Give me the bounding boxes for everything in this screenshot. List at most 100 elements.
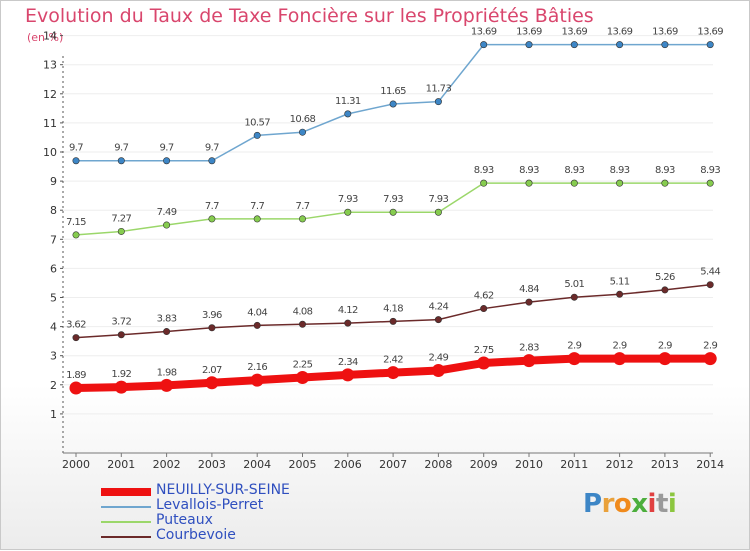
data-point <box>703 352 717 366</box>
data-point <box>208 157 216 165</box>
chart-subtitle: (en %) <box>27 31 64 44</box>
logo-letter: t <box>655 489 668 519</box>
data-label: 4.84 <box>519 284 539 295</box>
x-tick-label: 2003 <box>198 458 226 471</box>
data-point <box>661 286 669 294</box>
y-tick-label: 8 <box>50 204 57 217</box>
data-point <box>431 364 445 378</box>
y-tick-label: 12 <box>43 88 57 101</box>
data-point <box>72 157 80 165</box>
data-point <box>434 208 442 216</box>
data-label: 2.25 <box>293 360 313 371</box>
logo-letter: o <box>613 489 632 519</box>
x-tick-label: 2013 <box>651 458 679 471</box>
x-tick-label: 2010 <box>515 458 543 471</box>
data-point <box>661 179 669 187</box>
data-label: 3.62 <box>66 320 86 331</box>
data-label: 8.93 <box>474 165 494 176</box>
data-point <box>480 305 488 313</box>
data-point <box>117 331 125 339</box>
data-label: 7.93 <box>383 194 403 205</box>
data-label: 13.69 <box>652 27 678 38</box>
data-label: 13.69 <box>471 27 497 38</box>
data-label: 9.7 <box>160 143 174 154</box>
data-point <box>69 381 83 395</box>
data-label: 7.7 <box>250 201 264 212</box>
legend-label: Courbevoie <box>156 527 236 543</box>
x-tick-label: 2014 <box>696 458 724 471</box>
legend-swatch <box>101 487 151 496</box>
logo-letter: i <box>667 489 677 519</box>
legend-label: NEUILLY-SUR-SEINE <box>156 482 290 498</box>
data-label: 2.9 <box>703 341 717 352</box>
data-point <box>616 290 624 298</box>
data-point <box>434 98 442 106</box>
data-label: 7.93 <box>428 194 448 205</box>
legend-swatch <box>101 505 151 508</box>
data-label: 3.96 <box>202 310 222 321</box>
data-point <box>389 100 397 108</box>
x-tick-label: 2008 <box>424 458 452 471</box>
data-label: 4.18 <box>383 303 403 314</box>
data-point <box>386 366 400 380</box>
y-tick-label: 2 <box>50 379 57 392</box>
data-label: 2.42 <box>383 355 403 366</box>
x-tick-label: 2012 <box>606 458 634 471</box>
data-point <box>525 179 533 187</box>
data-point <box>389 317 397 325</box>
data-label: 7.49 <box>157 207 177 218</box>
data-point <box>72 231 80 239</box>
y-tick-label: 9 <box>50 175 57 188</box>
data-label: 9.7 <box>205 143 219 154</box>
data-point <box>480 179 488 187</box>
y-tick-label: 4 <box>50 321 57 334</box>
data-label: 7.27 <box>111 213 131 224</box>
data-point <box>250 373 264 387</box>
data-label: 8.93 <box>700 165 720 176</box>
data-point <box>434 316 442 324</box>
legend-label: Levallois-Perret <box>156 497 264 513</box>
data-label: 13.69 <box>561 27 587 38</box>
data-label: 3.83 <box>157 314 177 325</box>
chart-title: Evolution du Taux de Taxe Foncière sur l… <box>25 5 594 27</box>
data-label: 2.34 <box>338 357 358 368</box>
data-point <box>163 221 171 229</box>
data-point <box>298 215 306 223</box>
data-point <box>253 215 261 223</box>
data-label: 7.7 <box>295 201 309 212</box>
data-label: 2.9 <box>567 341 581 352</box>
y-tick-label: 1 <box>50 408 57 421</box>
data-point <box>163 328 171 336</box>
data-label: 9.7 <box>69 143 83 154</box>
x-tick-label: 2007 <box>379 458 407 471</box>
data-point <box>114 380 128 394</box>
data-point <box>344 319 352 327</box>
data-label: 2.75 <box>474 345 494 356</box>
data-point <box>613 352 627 366</box>
x-tick-label: 2005 <box>289 458 317 471</box>
x-tick-label: 2009 <box>470 458 498 471</box>
data-label: 10.57 <box>244 117 270 128</box>
data-point <box>344 208 352 216</box>
y-tick-label: 14 <box>43 30 57 43</box>
data-point <box>567 352 581 366</box>
data-point <box>253 321 261 329</box>
data-label: 5.01 <box>564 279 584 290</box>
data-point <box>658 352 672 366</box>
data-point <box>298 128 306 136</box>
data-label: 3.72 <box>111 317 131 328</box>
logo-letter: r <box>601 489 615 519</box>
data-label: 8.93 <box>655 165 675 176</box>
data-point <box>522 354 536 368</box>
data-label: 4.08 <box>293 306 313 317</box>
data-point <box>163 157 171 165</box>
data-label: 8.93 <box>610 165 630 176</box>
data-point <box>160 378 174 392</box>
data-label: 7.15 <box>66 217 86 228</box>
data-label: 9.7 <box>114 143 128 154</box>
data-point <box>205 376 219 390</box>
data-point <box>341 368 355 382</box>
data-point <box>570 293 578 301</box>
